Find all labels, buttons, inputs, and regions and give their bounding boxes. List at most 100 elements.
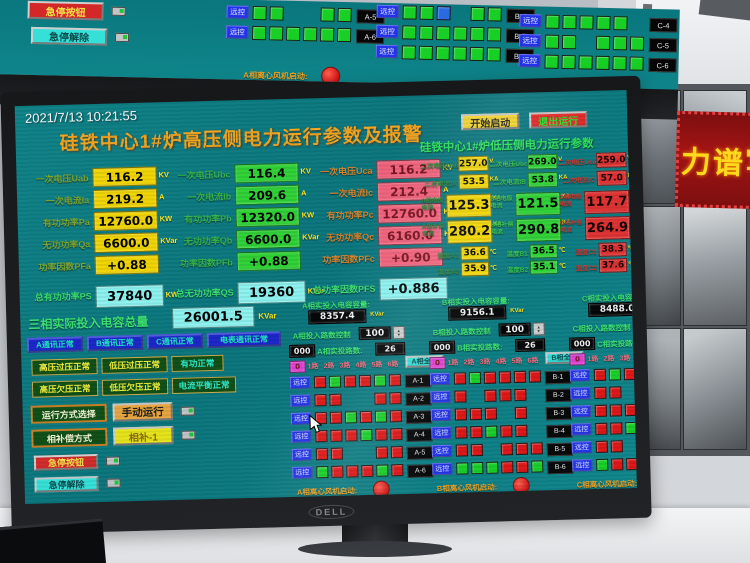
remote-control-button[interactable]: 远控 (518, 33, 542, 48)
remote-control-button[interactable]: 远控 (432, 462, 453, 476)
top-bank-cluster: 远控 A-5 远控 A-6 A相离心风机启动: (225, 0, 387, 86)
lv-param-label: 温度A2 (437, 268, 460, 277)
remote-control-button[interactable]: 远控 (519, 13, 542, 28)
cap-control-label: B相投入路数控制 (432, 326, 491, 338)
remote-control-button[interactable]: 远控 (571, 423, 592, 436)
hv-total-value: 37840 (95, 284, 164, 309)
stepper-icon[interactable]: ▲ ▼ (392, 325, 405, 340)
capacitor-cell (500, 425, 513, 438)
remote-control-button[interactable]: 远控 (290, 394, 311, 407)
cap-line-label: 3路 (339, 362, 351, 370)
cap-capacity-value: 9156.1 (448, 305, 507, 321)
keypad-icon-light (188, 408, 193, 413)
capacitor-cell (436, 6, 451, 21)
remote-control-button[interactable]: 远控 (291, 448, 313, 461)
capacitor-cell (313, 376, 327, 389)
hv-param-label: 功率因数PFb (179, 257, 233, 269)
capacitor-cell (314, 394, 327, 407)
capacitor-cell (595, 55, 610, 71)
capacitor-cell (485, 425, 498, 438)
capacitor-cell (499, 389, 512, 402)
comm-status-lamp: B通讯正常 (86, 334, 144, 352)
capacitor-cell (329, 411, 343, 424)
lv-param-value: 35.9 (460, 261, 490, 277)
lv-param-value: 269.0 (527, 153, 558, 170)
fan-start-indicator[interactable] (372, 480, 391, 498)
cap-zero-box: 0 (289, 360, 306, 373)
exit-run-button[interactable]: 退出运行 (529, 111, 588, 129)
remote-control-button[interactable]: 远控 (569, 369, 591, 382)
lv-param-label: C相补偿电流 (559, 220, 583, 234)
fan-start-indicator[interactable] (512, 476, 531, 495)
remote-control-button[interactable]: 远控 (292, 466, 313, 479)
remote-control-button[interactable]: 远控 (572, 459, 593, 472)
bank-row-label: A-5 (406, 446, 434, 460)
cap-control-input[interactable]: 100 (358, 326, 391, 341)
stepper-icon[interactable]: ▲ ▼ (532, 322, 545, 336)
fan-start-label: A相离心风机启动: (296, 486, 358, 497)
cap-line-label: 6路 (527, 357, 539, 365)
hv-param-label: 一次电压Ubc (177, 169, 231, 181)
capacitor-cell (624, 403, 637, 417)
capacitor-cell (374, 392, 387, 405)
total-capacity-label: 三相实际投入电容总量 (28, 314, 149, 332)
remote-control-button[interactable]: 远控 (226, 25, 249, 39)
capacitor-cell (303, 27, 318, 42)
capacitor-cell (418, 45, 433, 61)
lv-param-value: 280.2 (446, 219, 493, 244)
bank-row-label: A-6 (407, 464, 434, 478)
compensation-mode-button[interactable]: 相补-1 (113, 426, 174, 446)
lv-column-b: 二次电压Ubc 269.0 V 二次电流IB 53.8 KA B相电极电流 121.5 KA B相… (489, 153, 571, 278)
capacitor-cell (316, 465, 329, 479)
remote-control-button[interactable]: 远控 (376, 24, 399, 39)
capacitor-cell (337, 7, 352, 23)
hv-param-label: 功率因数PFc (322, 253, 375, 266)
remote-control-button[interactable]: 远控 (226, 5, 249, 19)
remote-control-button[interactable]: 远控 (430, 408, 452, 422)
remote-control-button[interactable]: 远控 (375, 44, 398, 59)
capacitor-cell-empty (469, 390, 481, 402)
remote-control-button[interactable]: 远控 (431, 444, 453, 458)
lv-column-c: 二次电压Uca 259.0 V 二次电流IC 57.0 KA C相电极电流 117.7 KA C相… (558, 152, 637, 276)
lv-param-label: B相补偿电流 (490, 222, 514, 236)
remote-control-button[interactable]: 远控 (431, 426, 452, 440)
capacitor-cell-empty (344, 393, 356, 405)
remote-control-button[interactable]: 远控 (289, 376, 311, 389)
capacitor-cell (345, 429, 358, 442)
fan-start-label: C相离心风机启动: (576, 478, 637, 490)
capacitor-cell (346, 465, 359, 478)
remote-control-button[interactable]: 远控 (429, 372, 451, 386)
lv-param-label: 二次电压Ubc (489, 160, 528, 169)
capacitor-cell (344, 411, 358, 424)
capacitor-cell (286, 26, 301, 42)
remote-control-button[interactable]: 远控 (430, 390, 451, 404)
cap-control-input[interactable]: 100 (498, 322, 531, 337)
bank-row-label: A-3 (405, 410, 433, 424)
remote-control-button[interactable]: 远控 (571, 441, 592, 454)
estop-button[interactable]: 急停按钮 (33, 454, 99, 471)
capacitor-cell (330, 429, 343, 442)
capacitor-cell (452, 46, 467, 61)
lv-param-label: 二次电压Uab (420, 162, 459, 171)
estop-release-button[interactable]: 急停解除 (34, 476, 99, 493)
capacitor-cell-empty (624, 386, 636, 398)
run-mode-button[interactable]: 手动运行 (112, 402, 173, 422)
status-area: A通讯正常 B通讯正常 C通讯正常 电表通讯正常 高压过压正常 低压过压正常 有功正常 高压欠… (15, 90, 627, 398)
hv-param-value: +0.88 (94, 254, 160, 276)
lv-param-value: 37.6 (598, 258, 628, 273)
bank-row-label: B-5 (546, 442, 574, 457)
capacitor-cell (389, 392, 402, 405)
lv-param-value: 125.3 (446, 193, 492, 218)
remote-control-button[interactable]: 远控 (376, 4, 399, 19)
lv-param-value: 38.3 (598, 242, 627, 257)
remote-control-button[interactable]: 远控 (570, 387, 591, 400)
cap-actual-value: 26 (375, 341, 406, 356)
bank-row-label: B-3 (545, 406, 573, 421)
hv-param-label: 有功功率Pc (326, 209, 374, 221)
start-button[interactable]: 开始启动 (461, 112, 520, 131)
remote-control-button[interactable]: 远控 (570, 405, 592, 418)
capacitor-cell (453, 372, 467, 385)
remote-control-button[interactable]: 远控 (518, 53, 541, 68)
capacitor-banks (15, 90, 627, 106)
comm-status-lamp: 电表通讯正常 (206, 331, 282, 349)
